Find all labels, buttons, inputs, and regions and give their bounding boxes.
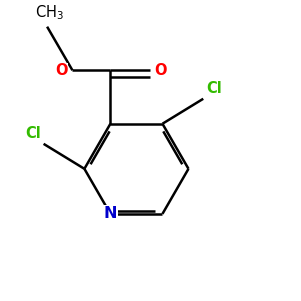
Text: Cl: Cl [206,81,222,96]
Text: Cl: Cl [25,126,41,141]
Text: CH$_3$: CH$_3$ [36,4,64,23]
Text: O: O [154,63,166,78]
Text: N: N [104,206,117,221]
Text: O: O [56,63,68,78]
